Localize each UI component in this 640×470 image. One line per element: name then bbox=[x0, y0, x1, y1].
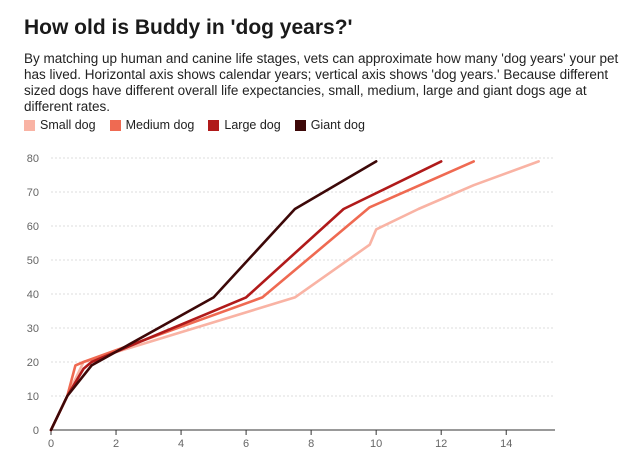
legend-label-small: Small dog bbox=[40, 118, 96, 132]
legend-swatch-giant bbox=[294, 119, 306, 131]
legend-label-large: Large dog bbox=[224, 118, 281, 132]
x-tick-label-14: 14 bbox=[500, 438, 512, 450]
x-tick-label-6: 6 bbox=[243, 438, 249, 450]
y-tick-label-20: 20 bbox=[27, 357, 39, 369]
series-line-giant bbox=[49, 160, 378, 432]
y-tick-label-40: 40 bbox=[27, 289, 39, 301]
series-line-small bbox=[49, 160, 541, 432]
y-tick-label-60: 60 bbox=[27, 221, 39, 233]
y-tick-label-10: 10 bbox=[27, 391, 39, 403]
x-tick-label-10: 10 bbox=[370, 438, 382, 450]
x-tick-label-0: 0 bbox=[48, 438, 54, 450]
x-tick-label-2: 2 bbox=[113, 438, 119, 450]
x-tick-label-4: 4 bbox=[178, 438, 184, 450]
legend-swatch-large bbox=[208, 119, 220, 131]
legend-swatch-small bbox=[24, 119, 35, 131]
legend: Small dog Medium dog Large dog Giant dog bbox=[24, 118, 365, 132]
chart-subtitle: By matching up human and canine life sta… bbox=[24, 51, 619, 114]
legend-label-medium: Medium dog bbox=[125, 118, 195, 132]
y-tick-label-80: 80 bbox=[27, 153, 39, 165]
y-tick-label-0: 0 bbox=[33, 425, 39, 437]
chart-title: How old is Buddy in 'dog years?' bbox=[24, 16, 353, 39]
legend-swatch-medium bbox=[109, 119, 121, 131]
y-tick-label-30: 30 bbox=[27, 323, 39, 335]
y-tick-label-50: 50 bbox=[27, 255, 39, 267]
x-tick-label-12: 12 bbox=[435, 438, 447, 450]
legend-label-giant: Giant dog bbox=[310, 118, 365, 132]
legend-item-medium: Medium dog bbox=[109, 118, 195, 132]
legend-item-small: Small dog bbox=[24, 118, 96, 132]
legend-item-giant: Giant dog bbox=[294, 118, 365, 132]
y-tick-label-70: 70 bbox=[27, 187, 39, 199]
x-tick-label-8: 8 bbox=[308, 438, 314, 450]
series-line-medium bbox=[49, 160, 476, 432]
legend-item-large: Large dog bbox=[208, 118, 281, 132]
